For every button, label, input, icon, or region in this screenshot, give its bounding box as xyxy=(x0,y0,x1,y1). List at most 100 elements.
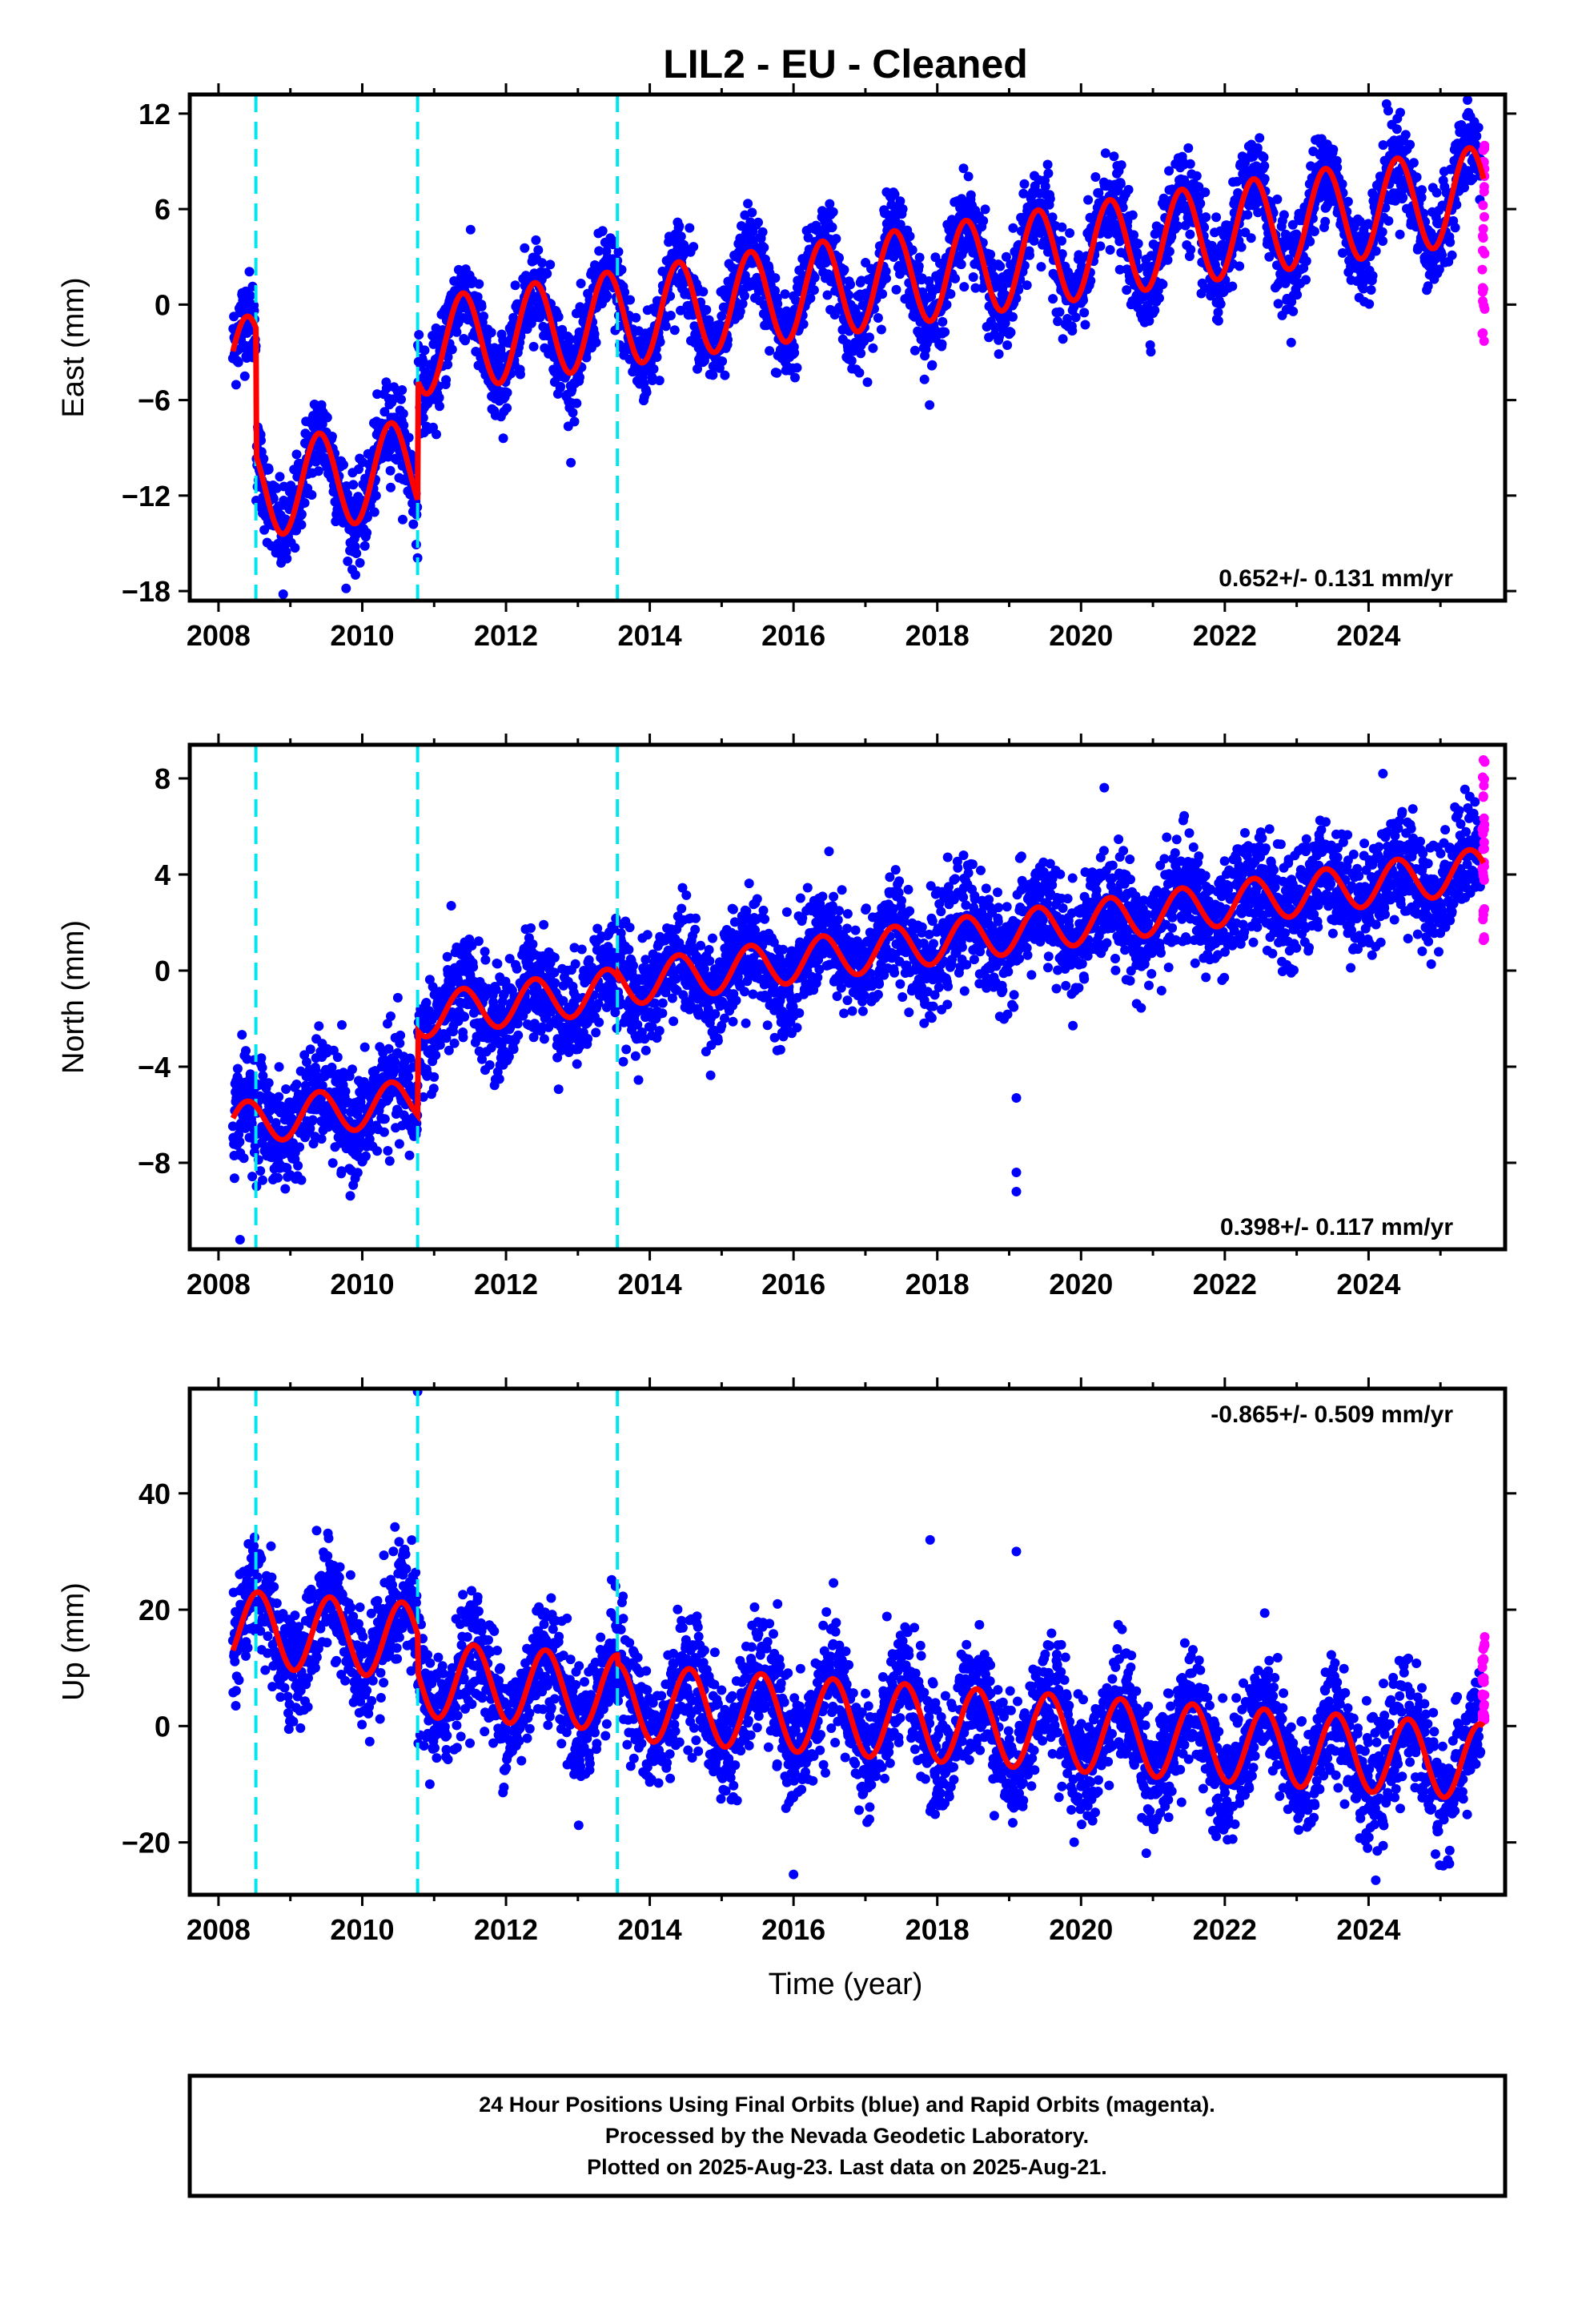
east-final-orbit-point xyxy=(1301,275,1311,285)
north-final-orbit-point xyxy=(340,1086,351,1096)
north-final-orbit-point xyxy=(383,1019,392,1029)
east-final-orbit-point xyxy=(1058,334,1068,344)
east-final-orbit-point xyxy=(1255,133,1265,143)
east-final-orbit-point xyxy=(1129,230,1139,240)
east-final-orbit-point xyxy=(940,327,950,337)
east-final-orbit-point xyxy=(1144,316,1154,326)
east-final-orbit-point xyxy=(420,345,430,356)
east-final-orbit-point xyxy=(1332,163,1343,173)
east-final-orbit-point xyxy=(676,305,685,316)
north-final-orbit-point xyxy=(345,1191,355,1201)
east-final-orbit-point xyxy=(780,289,790,300)
north-final-orbit-point xyxy=(395,1038,405,1048)
north-final-orbit-point xyxy=(352,1168,363,1178)
east-final-orbit-point xyxy=(1377,227,1387,237)
north-final-orbit-point xyxy=(257,1063,267,1073)
north-final-orbit-point xyxy=(491,984,501,995)
east-final-orbit-point xyxy=(1173,221,1182,231)
east-final-orbit-point xyxy=(1158,279,1168,289)
north-final-orbit-point xyxy=(274,1092,284,1102)
east-final-orbit-point xyxy=(1025,250,1034,260)
north-final-orbit-point xyxy=(354,1143,364,1153)
east-final-orbit-point xyxy=(1114,264,1125,275)
east-final-orbit-point xyxy=(351,569,360,580)
east-final-orbit-point xyxy=(647,376,657,385)
east-final-orbit-point xyxy=(753,217,763,227)
east-final-orbit-point xyxy=(1235,261,1245,271)
north-final-orbit-point xyxy=(446,901,456,911)
east-y-tick-label: −18 xyxy=(122,575,171,608)
east-final-orbit-point xyxy=(1398,192,1408,203)
east-final-orbit-point xyxy=(1185,159,1195,169)
east-final-orbit-point xyxy=(244,267,255,277)
north-final-orbit-point xyxy=(390,1057,400,1067)
east-final-orbit-point xyxy=(1472,131,1482,141)
east-final-orbit-point xyxy=(498,433,508,444)
east-final-orbit-point xyxy=(398,514,408,525)
east-final-orbit-point xyxy=(259,453,269,464)
east-final-orbit-point xyxy=(307,490,317,500)
north-final-orbit-point xyxy=(386,1011,396,1021)
east-final-orbit-point xyxy=(986,249,996,259)
east-final-orbit-point xyxy=(937,339,947,349)
east-final-orbit-point xyxy=(1207,240,1217,251)
east-final-orbit-point xyxy=(1460,183,1469,193)
east-rate-text: 0.652+/- 0.131 mm/yr xyxy=(1219,565,1453,592)
north-final-orbit-point xyxy=(508,1044,519,1055)
east-final-orbit-point xyxy=(434,392,444,403)
east-final-orbit-point xyxy=(372,389,383,400)
north-final-orbit-point xyxy=(296,1175,307,1185)
east-rapid-orbit-point xyxy=(1479,300,1489,311)
east-final-orbit-point xyxy=(545,259,556,270)
east-final-orbit-point xyxy=(1070,312,1081,323)
east-final-orbit-point xyxy=(1423,281,1433,292)
east-final-orbit-point xyxy=(381,384,391,393)
east-final-orbit-point xyxy=(909,345,920,356)
east-final-orbit-point xyxy=(1243,210,1253,220)
east-final-orbit-point xyxy=(1008,223,1018,233)
north-final-orbit-points xyxy=(227,769,1486,1244)
east-final-orbit-point xyxy=(1259,161,1270,171)
east-final-orbit-point xyxy=(1431,187,1442,198)
east-final-orbit-point xyxy=(1186,244,1196,255)
east-final-orbit-point xyxy=(369,507,379,517)
east-final-orbit-point xyxy=(669,325,680,336)
north-final-orbit-point xyxy=(327,1062,337,1072)
east-final-orbit-point xyxy=(1364,299,1375,309)
north-final-orbit-point xyxy=(264,1106,275,1116)
east-final-orbit-point xyxy=(1067,326,1078,336)
east-final-orbit-point xyxy=(845,279,856,290)
east-final-orbit-point xyxy=(1320,216,1331,227)
east-final-orbit-point xyxy=(589,329,600,340)
east-final-orbit-point xyxy=(568,408,578,418)
east-final-orbit-point xyxy=(1227,281,1238,292)
east-final-orbit-point xyxy=(351,549,362,558)
east-final-orbit-point xyxy=(233,357,243,368)
east-final-orbit-point xyxy=(789,348,800,358)
north-final-orbit-point xyxy=(273,1172,283,1183)
east-final-orbit-point xyxy=(701,304,712,315)
east-final-orbit-point xyxy=(743,199,753,209)
east-final-orbit-point xyxy=(959,282,970,292)
east-frame xyxy=(187,92,1508,603)
east-final-orbit-point xyxy=(1132,251,1142,261)
east-final-orbit-point xyxy=(655,337,665,347)
east-final-orbit-point xyxy=(1213,316,1223,326)
east-final-orbit-point xyxy=(1191,171,1202,181)
north-final-orbit-point xyxy=(418,1092,428,1102)
east-final-orbit-point xyxy=(1094,187,1104,198)
east-final-orbit-point xyxy=(231,380,241,390)
north-final-orbit-point xyxy=(424,975,435,985)
east-final-orbit-point xyxy=(341,583,351,593)
east-final-orbit-point xyxy=(245,291,255,301)
east-y-tick-label: 12 xyxy=(139,98,171,131)
east-final-orbit-point xyxy=(717,356,728,367)
east-final-orbit-point xyxy=(1078,296,1088,305)
east-final-orbit-point xyxy=(1057,249,1067,259)
east-final-orbit-point xyxy=(873,313,883,323)
north-final-orbit-point xyxy=(271,1118,281,1128)
east-final-orbit-point xyxy=(1437,250,1447,260)
east-final-orbit-point xyxy=(1395,229,1405,239)
east-final-orbit-point xyxy=(317,419,327,429)
